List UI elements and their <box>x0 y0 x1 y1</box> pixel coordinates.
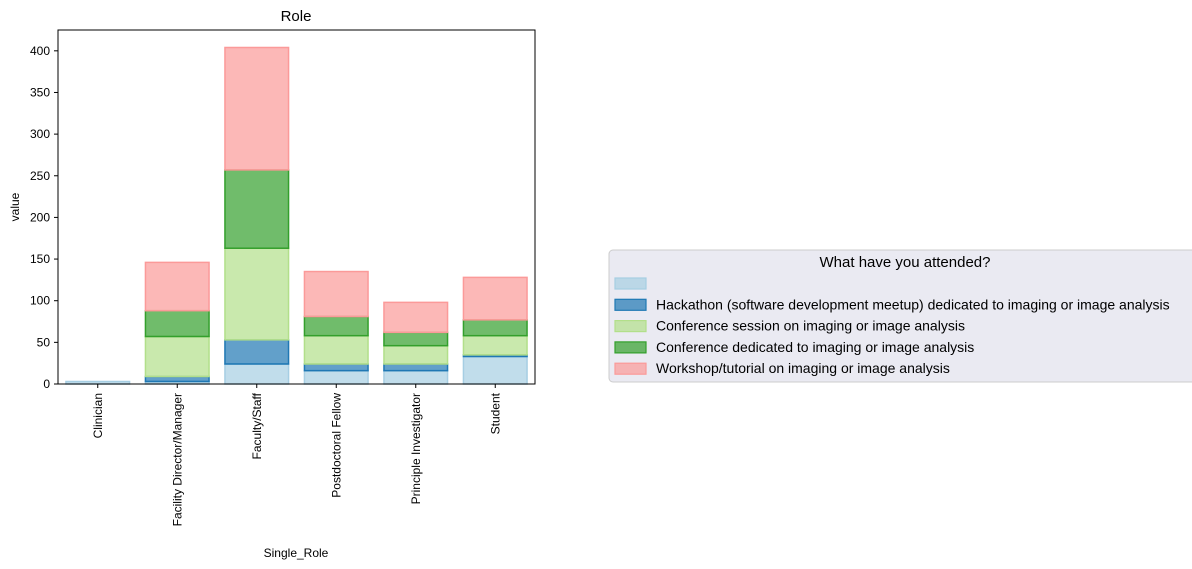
legend-swatch <box>614 341 647 354</box>
y-tick-label: 300 <box>30 127 50 141</box>
x-tick-label: Facility Director/Manager <box>170 393 184 526</box>
y-tick-label: 400 <box>30 44 50 58</box>
y-axis: 0 50 100 150 200 250 300 350 400 <box>30 44 58 391</box>
bar-segment <box>462 334 528 356</box>
legend-label: Conference session on imaging or image a… <box>656 318 965 334</box>
x-tick-label: Postdoctoral Fellow <box>329 393 343 498</box>
y-tick-label: 200 <box>30 210 50 224</box>
bar-segment <box>224 247 290 341</box>
y-tick-label: 350 <box>30 85 50 99</box>
legend-label: Conference dedicated to imaging or image… <box>656 339 974 355</box>
y-tick-label: 50 <box>37 335 51 349</box>
bar-segment <box>462 276 528 321</box>
bar-segment <box>383 331 449 347</box>
legend-swatch <box>614 277 647 290</box>
bar-segment <box>383 369 449 385</box>
legend: What have you attended? Hackathon (softw… <box>608 249 1192 383</box>
bar-segment <box>224 169 290 249</box>
bar-segment <box>144 309 210 338</box>
legend-title: What have you attended? <box>820 254 991 271</box>
bar-segment <box>383 301 449 334</box>
bar-segment <box>303 369 369 385</box>
x-tick-label: Clinician <box>91 393 105 438</box>
bar-segment <box>303 315 369 337</box>
x-axis: Clinician Facility Director/Manager Facult… <box>91 384 502 526</box>
bar-segment <box>462 355 528 385</box>
bar-segment <box>303 363 369 372</box>
plot-frame <box>57 29 536 385</box>
bar-segment <box>144 261 210 312</box>
legend-frame <box>608 249 1192 383</box>
x-tick-label: Principle Investigator <box>409 393 423 504</box>
x-tick-label: Faculty/Staff <box>250 392 264 459</box>
legend-label: Workshop/tutorial on imaging or image an… <box>656 360 950 376</box>
bar-segment <box>144 335 210 378</box>
y-axis-label: value <box>8 192 22 221</box>
bar-segment <box>224 339 290 365</box>
chart-title: Role <box>281 8 312 25</box>
x-tick-label: Student <box>488 392 502 434</box>
bar-segment <box>303 270 369 318</box>
bar-segment <box>383 363 449 372</box>
legend-swatch <box>614 320 647 333</box>
bar-segment <box>224 363 290 385</box>
bar-segment <box>462 319 528 337</box>
bar-segment <box>303 334 369 365</box>
y-tick-label: 0 <box>43 377 50 391</box>
y-tick-label: 250 <box>30 169 50 183</box>
legend-swatch <box>614 298 647 311</box>
legend-label: Hackathon (software development meetup) … <box>656 296 1170 312</box>
bar-segment <box>224 46 290 171</box>
bar-segment <box>144 375 210 383</box>
bar-segment <box>383 344 449 365</box>
y-tick-label: 150 <box>30 252 50 266</box>
legend-swatch <box>614 362 647 375</box>
bar-group <box>65 46 528 385</box>
x-axis-label: Single_Role <box>264 546 329 560</box>
y-tick-label: 100 <box>30 294 50 308</box>
